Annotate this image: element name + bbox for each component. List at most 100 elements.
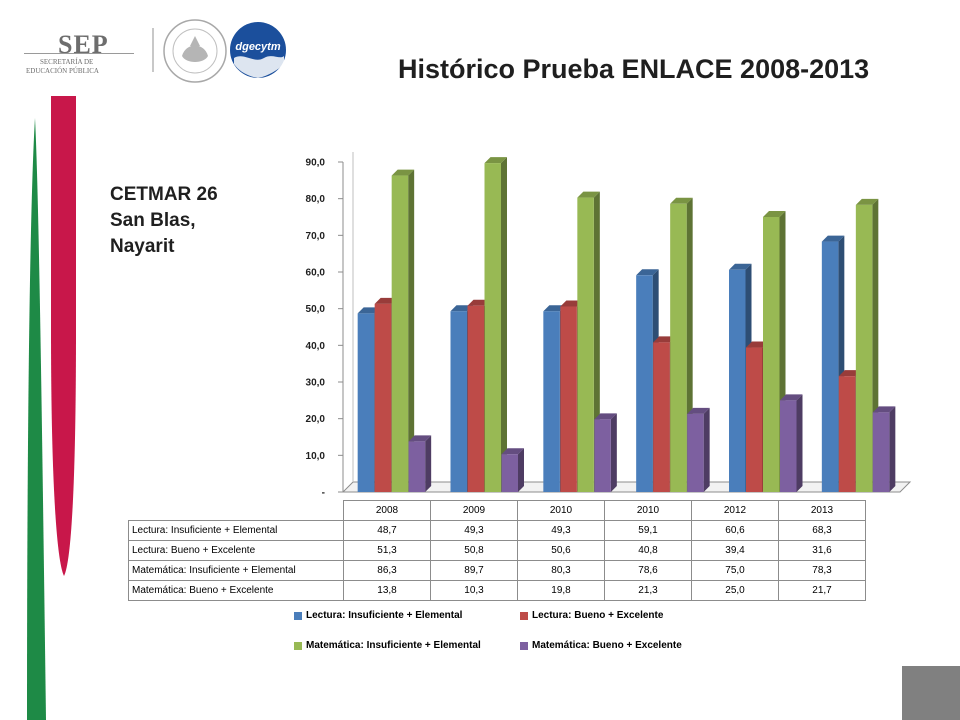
table-cell: 13,8 xyxy=(343,580,431,601)
bar-front-face xyxy=(484,163,501,492)
bar-top-face xyxy=(450,305,473,312)
table-row: Matemática: Insuficiente + Elemental 86,… xyxy=(128,560,866,581)
table-year-header: 2008 xyxy=(343,500,431,521)
mexico-seal-logo xyxy=(163,19,227,83)
table-row-label: Lectura: Bueno + Excelente xyxy=(128,540,344,561)
header-logos: SEP SECRETARÍA DE EDUCACIÓN PÚBLICA dgec… xyxy=(0,0,300,90)
table-year-header: 2010 xyxy=(517,500,605,521)
legend-swatch xyxy=(294,641,302,650)
corner-gray-block xyxy=(902,666,960,720)
bar-front-face xyxy=(577,197,594,493)
table-row: Lectura: Bueno + Excelente 51,3 50,8 50,… xyxy=(128,540,866,561)
bar xyxy=(501,448,524,492)
table-cell: 50,8 xyxy=(430,540,518,561)
table-cell: 48,7 xyxy=(343,520,431,541)
bar-front-face xyxy=(594,419,611,492)
bar-top-face xyxy=(687,407,710,414)
table-row: Lectura: Insuficiente + Elemental 48,7 4… xyxy=(128,520,866,541)
table-year-header: 2012 xyxy=(691,500,779,521)
bar-top-face xyxy=(560,300,583,307)
bar-top-face xyxy=(729,263,752,270)
bar xyxy=(780,394,803,492)
legend-item: Lectura: Insuficiente + Elemental xyxy=(294,610,462,621)
bar-side-face xyxy=(610,413,617,492)
legend-label: Lectura: Insuficiente + Elemental xyxy=(306,610,463,621)
table-cell: 21,7 xyxy=(778,580,866,601)
bar-top-face xyxy=(374,297,398,304)
bar-front-face xyxy=(636,275,653,492)
table-cell: 86,3 xyxy=(343,560,431,581)
y-tick-label: 30,0 xyxy=(306,378,326,389)
table-cell: 10,3 xyxy=(430,580,518,601)
bar-front-face xyxy=(821,241,839,492)
legend-swatch xyxy=(520,641,528,650)
table-cell: 49,3 xyxy=(517,520,605,541)
table-row: Matemática: Bueno + Excelente 13,8 10,3 … xyxy=(128,580,866,601)
bar-top-face xyxy=(391,169,415,176)
bar xyxy=(408,435,432,492)
legend-label: Matemática: Bueno + Excelente xyxy=(532,640,682,651)
bar xyxy=(687,407,710,492)
bar-front-face xyxy=(855,204,873,492)
table-cell: 51,3 xyxy=(343,540,431,561)
bar-top-face xyxy=(467,299,490,306)
bar-top-face xyxy=(855,198,879,205)
table-cell: 60,6 xyxy=(691,520,779,541)
table-cell: 89,7 xyxy=(430,560,518,581)
y-tick-label: 40,0 xyxy=(306,341,326,352)
bar-front-face xyxy=(670,203,687,493)
legend-swatch xyxy=(520,611,528,620)
chart-bars xyxy=(357,157,896,493)
bar xyxy=(872,406,896,492)
bar-front-face xyxy=(746,347,763,492)
table-row-label: Matemática: Bueno + Excelente xyxy=(128,580,344,601)
school-name-line-2: San Blas, xyxy=(110,210,196,231)
sep-logo-rule xyxy=(24,53,134,54)
bar-top-face xyxy=(780,394,803,401)
bar-side-face xyxy=(796,394,803,492)
bar-front-face xyxy=(687,413,704,492)
bar-side-face xyxy=(501,157,507,492)
y-tick-label: 60,0 xyxy=(306,268,326,279)
bar-front-face xyxy=(653,342,670,492)
bar-front-face xyxy=(391,175,409,493)
table-cell: 39,4 xyxy=(691,540,779,561)
table-cell: 40,8 xyxy=(604,540,692,561)
table-cell: 80,3 xyxy=(517,560,605,581)
bar-top-face xyxy=(746,341,769,348)
sep-subtitle-line-2: EDUCACIÓN PÚBLICA xyxy=(26,67,99,75)
school-name-line-3: Nayarit xyxy=(110,236,175,257)
table-cell: 21,3 xyxy=(604,580,692,601)
table-cell: 31,6 xyxy=(778,540,866,561)
bar-top-face xyxy=(484,157,507,164)
bar-top-face xyxy=(577,191,600,198)
bar-top-face xyxy=(636,269,659,276)
legend-item: Matemática: Bueno + Excelente xyxy=(520,640,682,651)
green-stripe xyxy=(27,118,46,720)
table-cell: 50,6 xyxy=(517,540,605,561)
dgecytm-logo-text: dgecytm xyxy=(235,41,280,53)
bar-front-face xyxy=(763,217,780,492)
bar-side-face xyxy=(518,448,524,492)
sep-logo: SEP xyxy=(58,30,109,59)
bar-top-face xyxy=(670,197,693,204)
table-cell: 59,1 xyxy=(604,520,692,541)
bar-front-face xyxy=(543,311,560,492)
table-cell: 78,3 xyxy=(778,560,866,581)
bar-top-face xyxy=(821,235,845,242)
table-cell: 75,0 xyxy=(691,560,779,581)
bar-top-face xyxy=(543,305,566,312)
bar-side-face xyxy=(889,406,896,492)
bar-side-face xyxy=(703,407,710,492)
bar-top-face xyxy=(594,413,617,420)
red-stripe xyxy=(51,96,76,576)
bar-top-face xyxy=(763,211,786,217)
bar-front-face xyxy=(450,311,467,492)
table-cell: 68,3 xyxy=(778,520,866,541)
bar-side-face xyxy=(408,169,415,493)
dgecytm-logo: dgecytm xyxy=(230,22,286,78)
bar xyxy=(484,157,507,492)
bar-top-face xyxy=(357,307,381,314)
bar-top-face xyxy=(653,336,676,343)
legend-label: Lectura: Bueno + Excelente xyxy=(532,610,664,621)
